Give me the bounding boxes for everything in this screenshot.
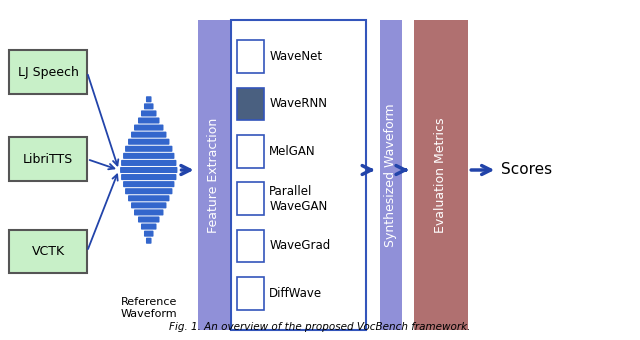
- FancyBboxPatch shape: [141, 110, 157, 117]
- Bar: [237, 230, 264, 262]
- Text: MelGAN: MelGAN: [269, 145, 316, 158]
- Bar: [237, 277, 264, 309]
- Bar: [380, 20, 402, 330]
- FancyBboxPatch shape: [144, 103, 154, 109]
- FancyBboxPatch shape: [125, 188, 172, 194]
- Text: VCTK: VCTK: [31, 245, 65, 258]
- Bar: [10, 230, 87, 273]
- FancyBboxPatch shape: [131, 132, 166, 138]
- Bar: [198, 20, 230, 330]
- Text: WaveRNN: WaveRNN: [269, 98, 327, 111]
- Bar: [237, 40, 264, 73]
- Text: LJ Speech: LJ Speech: [18, 66, 79, 79]
- Text: LibriTTS: LibriTTS: [23, 153, 74, 166]
- FancyBboxPatch shape: [120, 167, 177, 173]
- Text: Evaluation Metrics: Evaluation Metrics: [435, 117, 447, 233]
- FancyBboxPatch shape: [123, 153, 175, 159]
- Text: Feature Extraction: Feature Extraction: [207, 117, 220, 233]
- Bar: [237, 88, 264, 120]
- FancyBboxPatch shape: [146, 238, 152, 244]
- FancyBboxPatch shape: [134, 209, 163, 216]
- Bar: [10, 50, 87, 94]
- Text: WaveNet: WaveNet: [269, 50, 323, 63]
- FancyBboxPatch shape: [125, 146, 172, 152]
- Bar: [10, 137, 87, 181]
- FancyBboxPatch shape: [121, 160, 177, 166]
- FancyBboxPatch shape: [144, 231, 154, 237]
- Text: DiffWave: DiffWave: [269, 287, 323, 300]
- Bar: [237, 182, 264, 215]
- Bar: [237, 135, 264, 168]
- Text: Scores: Scores: [501, 163, 552, 177]
- FancyBboxPatch shape: [121, 174, 177, 180]
- Text: Parallel
WaveGAN: Parallel WaveGAN: [269, 185, 328, 212]
- FancyBboxPatch shape: [138, 117, 159, 123]
- Text: Fig. 1. An overview of the proposed VocBench framework.: Fig. 1. An overview of the proposed VocB…: [170, 322, 470, 332]
- FancyBboxPatch shape: [141, 223, 157, 230]
- Bar: [232, 20, 366, 330]
- FancyBboxPatch shape: [146, 96, 152, 102]
- Bar: [413, 20, 468, 330]
- Text: Reference
Waveform: Reference Waveform: [120, 298, 177, 319]
- FancyBboxPatch shape: [123, 181, 175, 187]
- FancyBboxPatch shape: [128, 139, 170, 145]
- FancyBboxPatch shape: [131, 202, 166, 208]
- Text: WaveGrad: WaveGrad: [269, 239, 330, 252]
- FancyBboxPatch shape: [138, 217, 159, 223]
- Text: Synthesized Waveform: Synthesized Waveform: [384, 103, 397, 247]
- FancyBboxPatch shape: [128, 195, 170, 201]
- FancyBboxPatch shape: [134, 124, 163, 131]
